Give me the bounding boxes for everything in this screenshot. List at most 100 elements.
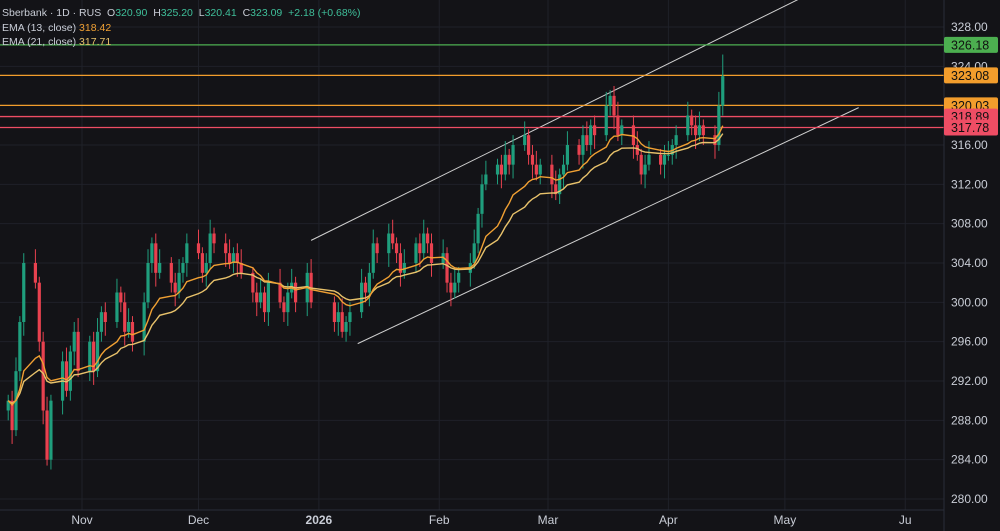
candle-body [457, 272, 461, 283]
price-tick-label: 284.00 [951, 453, 988, 467]
candle-body [146, 263, 150, 303]
candle-body [674, 135, 678, 145]
candle-body [717, 105, 721, 145]
candle-body [659, 154, 663, 165]
candle-body [414, 243, 418, 263]
close-value: 323.09 [250, 7, 283, 19]
candle-body [690, 115, 694, 126]
candle-body [453, 282, 457, 293]
ema21-row[interactable]: EMA (21, close) 317.71 [2, 35, 361, 50]
channel-line-lower [357, 107, 859, 345]
candle-body [278, 282, 282, 303]
ema21-label: EMA (21, close) [2, 36, 77, 48]
time-tick-label: 2026 [306, 513, 333, 527]
candle-body [99, 312, 104, 332]
candle-body [589, 125, 593, 145]
candle-body [612, 95, 616, 116]
candle-body [204, 263, 208, 273]
candle-body [266, 282, 270, 313]
candle-body [348, 312, 352, 322]
candle-body [398, 253, 403, 273]
candle-body [360, 282, 364, 313]
candle-body [604, 105, 608, 136]
candle-body [239, 263, 243, 273]
candle-body [647, 154, 651, 165]
candle-body [495, 164, 500, 175]
candle-body [363, 282, 368, 293]
candle-body [92, 341, 96, 372]
candle-body [169, 263, 173, 283]
candle-body [686, 115, 690, 136]
candle-body [208, 233, 212, 263]
candle-body [394, 243, 399, 254]
candle-body [340, 312, 344, 332]
ohlc-row: Sberbank · 1D · RUS O320.90 H325.20 L320… [2, 6, 361, 21]
candle-body [639, 154, 643, 175]
price-levels [0, 44, 944, 129]
candle-body [127, 322, 131, 332]
candle-body [154, 243, 158, 273]
price-level-tag-label: 323.08 [951, 69, 989, 83]
candle-body [367, 272, 371, 293]
candle-body [526, 135, 531, 155]
candle-body [577, 145, 581, 155]
candle-body [332, 302, 337, 322]
candle-body [130, 322, 135, 342]
price-level-tag [944, 119, 998, 136]
price-tick-label: 288.00 [951, 413, 988, 427]
open-value: 320.90 [115, 7, 148, 19]
high-value: 325.20 [160, 7, 193, 19]
time-tick-label: Mar [538, 513, 559, 527]
price-level-tag [944, 67, 998, 84]
price-tick-label: 296.00 [951, 335, 988, 349]
open-label: O [107, 7, 116, 19]
price-tick-label: 292.00 [951, 374, 988, 388]
candle-body [554, 184, 558, 195]
time-tick-label: Apr [659, 513, 678, 527]
ema-lines [7, 125, 724, 406]
ema13-value: 318.42 [79, 21, 112, 34]
candle-body [445, 253, 449, 283]
time-axis[interactable]: Nov Dec 2026 Feb Mar Apr May Ju [0, 509, 944, 527]
time-tick-label: Nov [71, 513, 92, 527]
candle-body [33, 263, 37, 283]
candle-body [18, 322, 22, 372]
candle-body [262, 292, 267, 313]
candle-body [95, 331, 100, 372]
candle-body [103, 312, 107, 322]
candle-body [196, 243, 201, 254]
ema13-row[interactable]: EMA (13, close) 318.42 [2, 21, 361, 36]
candle-body [402, 263, 406, 273]
candle-body [371, 243, 375, 273]
candle-body [336, 312, 340, 322]
candle-body [511, 145, 515, 165]
candle-body [282, 302, 286, 313]
price-tick-label: 312.00 [951, 177, 988, 191]
candle-body [523, 135, 527, 145]
candle-body [375, 243, 379, 254]
candle-body [484, 174, 488, 185]
candle-body [635, 145, 639, 155]
candle-body [507, 154, 511, 165]
candle-body [701, 125, 705, 136]
candle-body [499, 164, 503, 175]
price-tick-label: 316.00 [951, 138, 988, 152]
price-tick-label: 308.00 [951, 217, 988, 231]
candle-body [449, 282, 453, 293]
symbol-label[interactable]: Sberbank · 1D · RUS [2, 7, 102, 19]
ema13-label: EMA (13, close) [2, 21, 77, 34]
change-value: +2.18 (+0.68%) [288, 7, 361, 19]
candle-body [212, 233, 216, 244]
candle-body [585, 135, 589, 145]
candle-body [286, 292, 290, 313]
candle-body [693, 125, 698, 136]
close-label: C [242, 7, 251, 19]
price-level-tag-label: 326.18 [951, 38, 989, 52]
candle-body [530, 154, 535, 165]
candle-body [391, 233, 395, 244]
price-tick-label: 300.00 [951, 295, 988, 309]
candle-body [631, 125, 636, 145]
candle-body [235, 253, 239, 263]
